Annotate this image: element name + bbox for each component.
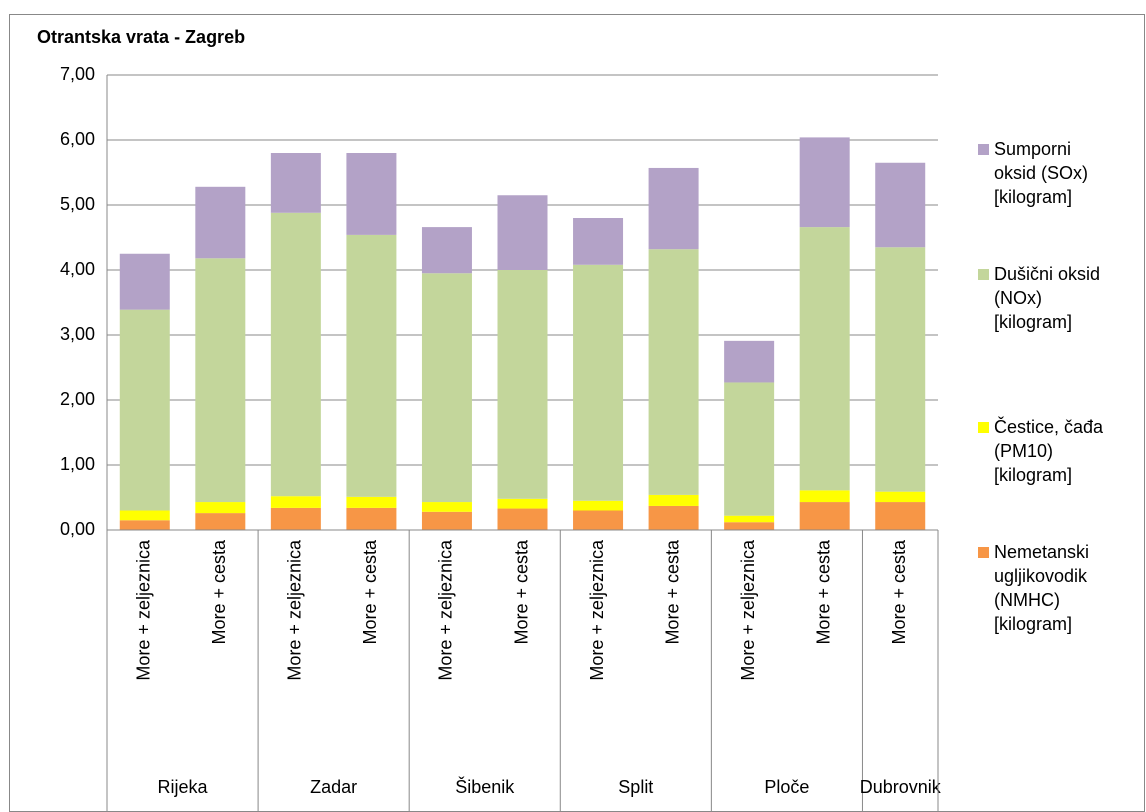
y-tick-label: 1,00 [60,454,95,474]
y-tick-label: 7,00 [60,64,95,84]
bar-segment [346,507,397,530]
bar-segment [119,520,170,530]
bar-segment [421,227,472,274]
bar-segment [799,137,850,228]
bar-segment [195,258,246,503]
chart-title: Otrantska vrata - Zagreb [37,27,245,47]
legend-label: Sumporni oksid (SOx) [kilogram] [994,139,1089,207]
x-tick-label: More + cesta [889,539,909,645]
x-tick-label: More + cesta [511,539,531,645]
bar-segment [875,491,926,503]
bar-segment [421,511,472,530]
group-label: Šibenik [455,776,515,797]
bar-segment [195,513,246,530]
group-label: Zadar [310,777,357,797]
bar-segment [875,247,926,492]
bar-segment [270,496,321,508]
bar-segment [195,186,246,259]
x-tick-label: More + cesta [813,539,833,645]
group-label: Ploče [764,777,809,797]
bar-segment [346,234,397,497]
legend-entry: Čestice, čađa (PM10) [kilogram] [978,415,1112,487]
x-tick-label: More + zeljeznica [738,539,758,681]
bar-segment [799,227,850,491]
bar-segment [270,507,321,530]
bar-segment [119,253,170,310]
y-tick-label: 3,00 [60,324,95,344]
bar-segment [119,309,170,511]
legend-swatch [978,144,989,155]
x-tick-label: More + zeljeznica [587,539,607,681]
x-tick-label: More + zeljeznica [285,539,305,681]
bar-segment [875,502,926,530]
bar-segment [648,249,699,495]
legend-entry: Dušični oksid (NOx) [kilogram] [978,262,1112,334]
group-label: Rijeka [158,777,209,797]
y-tick-label: 2,00 [60,389,95,409]
bar-segment [648,505,699,530]
bar-segment [724,522,775,530]
group-label: Dubrovnik [860,777,942,797]
y-tick-label: 4,00 [60,259,95,279]
legend-label: Čestice, čađa (PM10) [kilogram] [994,417,1104,485]
bar-segment [875,162,926,248]
bar-segment [724,340,775,383]
bar-segment [421,502,472,512]
bar-segment [195,502,246,514]
bar-segment [573,500,624,511]
bar-segment [346,496,397,508]
bar-segment [497,508,548,530]
bar-segment [724,515,775,523]
x-tick-label: More + cesta [662,539,682,645]
bar-segment [573,218,624,265]
bar-segment [270,212,321,497]
bar-segment [648,494,699,506]
legend-entry: Nemetanski ugljikovodik (NMHC) [kilogram… [978,540,1112,636]
bar-segment [346,153,397,235]
bar-segment [799,490,850,503]
legend-label: Nemetanski ugljikovodik (NMHC) [kilogram… [994,542,1090,634]
legend-swatch [978,547,989,558]
bar-segment [573,264,624,501]
x-tick-label: More + zeljeznica [436,539,456,681]
legend-swatch [978,422,989,433]
bar-segment [421,273,472,503]
group-label: Split [618,777,653,797]
bar-segment [497,195,548,270]
bar-segment [724,382,775,516]
x-tick-label: More + cesta [209,539,229,645]
bar-segment [573,510,624,530]
x-tick-label: More + zeljeznica [134,539,154,681]
legend-label: Dušični oksid (NOx) [kilogram] [994,264,1101,332]
legend-swatch [978,269,989,280]
y-tick-label: 0,00 [60,519,95,539]
y-tick-label: 5,00 [60,194,95,214]
bar-segment [497,498,548,509]
bar-segment [119,510,170,521]
bar-segment [799,502,850,530]
bar-segment [497,270,548,499]
bar-segment [270,153,321,213]
y-tick-label: 6,00 [60,129,95,149]
legend-entry: Sumporni oksid (SOx) [kilogram] [978,137,1112,209]
x-tick-label: More + cesta [360,539,380,645]
bar-segment [648,167,699,250]
